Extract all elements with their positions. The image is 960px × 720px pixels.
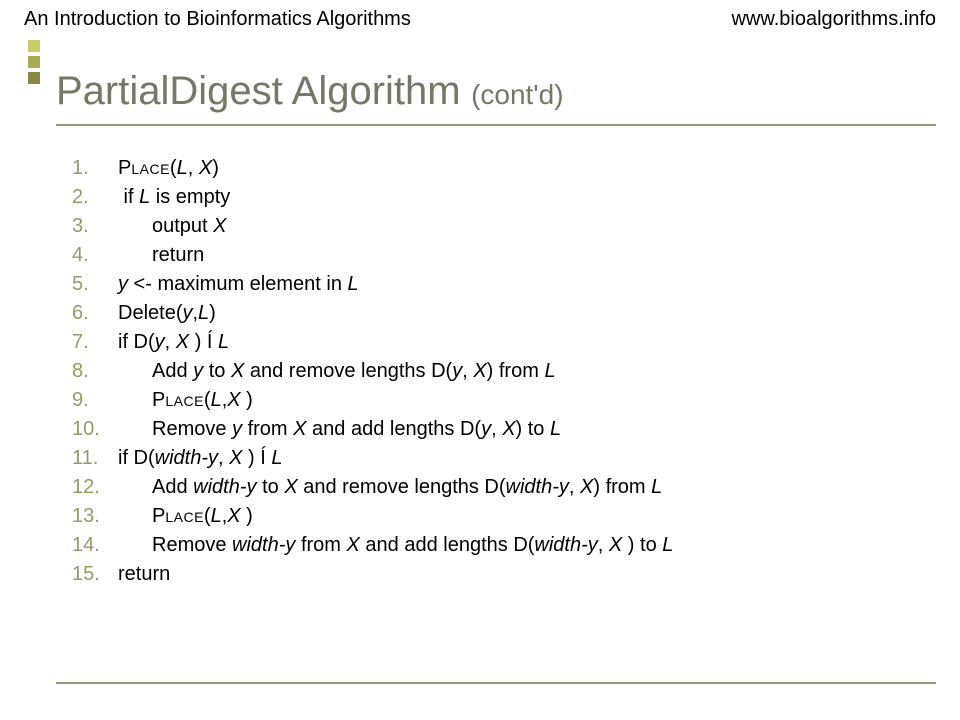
title-block: PartialDigest Algorithm (cont'd) (56, 35, 960, 114)
header-right: www.bioalgorithms.info (731, 8, 936, 31)
slide-header: An Introduction to Bioinformatics Algori… (0, 0, 960, 35)
algo-line: Place(L,X ) (72, 502, 936, 531)
algo-line-text: Remove y from X and add lengths D(y, X) … (118, 415, 561, 444)
algo-line: if L is empty (72, 183, 936, 212)
slide-title: PartialDigest Algorithm (56, 69, 461, 113)
slide-title-suffix: (cont'd) (471, 79, 564, 110)
accent-square (28, 72, 40, 84)
accent-square (28, 40, 40, 52)
algo-line: output X (72, 212, 936, 241)
algo-line-text: Place(L, X) (118, 157, 219, 179)
algorithm-list: Place(L, X) if L is emptyoutput Xreturny… (72, 154, 936, 589)
algo-line-text: if D(width-y, X ) Í L (118, 447, 283, 469)
algo-line-text: if L is empty (118, 186, 230, 208)
algo-line-text: Place(L,X ) (118, 502, 253, 531)
algo-line: Remove y from X and add lengths D(y, X) … (72, 415, 936, 444)
algorithm-body: Place(L, X) if L is emptyoutput Xreturny… (72, 154, 936, 589)
divider-top (56, 124, 936, 126)
algo-line: Remove width-y from X and add lengths D(… (72, 531, 936, 560)
algo-line: Delete(y,L) (72, 299, 936, 328)
divider-bottom (56, 682, 936, 684)
header-left: An Introduction to Bioinformatics Algori… (24, 8, 411, 31)
algo-line: Place(L, X) (72, 154, 936, 183)
algo-line-text: Add y to X and remove lengths D(y, X) fr… (118, 357, 556, 386)
algo-line: if D(y, X ) Í L (72, 328, 936, 357)
accent-bar (28, 40, 40, 680)
algo-line: if D(width-y, X ) Í L (72, 444, 936, 473)
algo-line-text: return (118, 241, 204, 270)
algo-line: return (72, 560, 936, 589)
algo-line-text: if D(y, X ) Í L (118, 331, 229, 353)
accent-square (28, 56, 40, 68)
algo-line: Add width-y to X and remove lengths D(wi… (72, 473, 936, 502)
algo-line: return (72, 241, 936, 270)
algo-line: y <- maximum element in L (72, 270, 936, 299)
algo-line: Place(L,X ) (72, 386, 936, 415)
algo-line-text: Add width-y to X and remove lengths D(wi… (118, 473, 662, 502)
algo-line-text: Remove width-y from X and add lengths D(… (118, 531, 673, 560)
algo-line: Add y to X and remove lengths D(y, X) fr… (72, 357, 936, 386)
algo-line-text: Place(L,X ) (118, 386, 253, 415)
algo-line-text: Delete(y,L) (118, 302, 216, 324)
algo-line-text: return (118, 563, 170, 585)
algo-line-text: output X (118, 212, 227, 241)
algo-line-text: y <- maximum element in L (118, 273, 359, 295)
